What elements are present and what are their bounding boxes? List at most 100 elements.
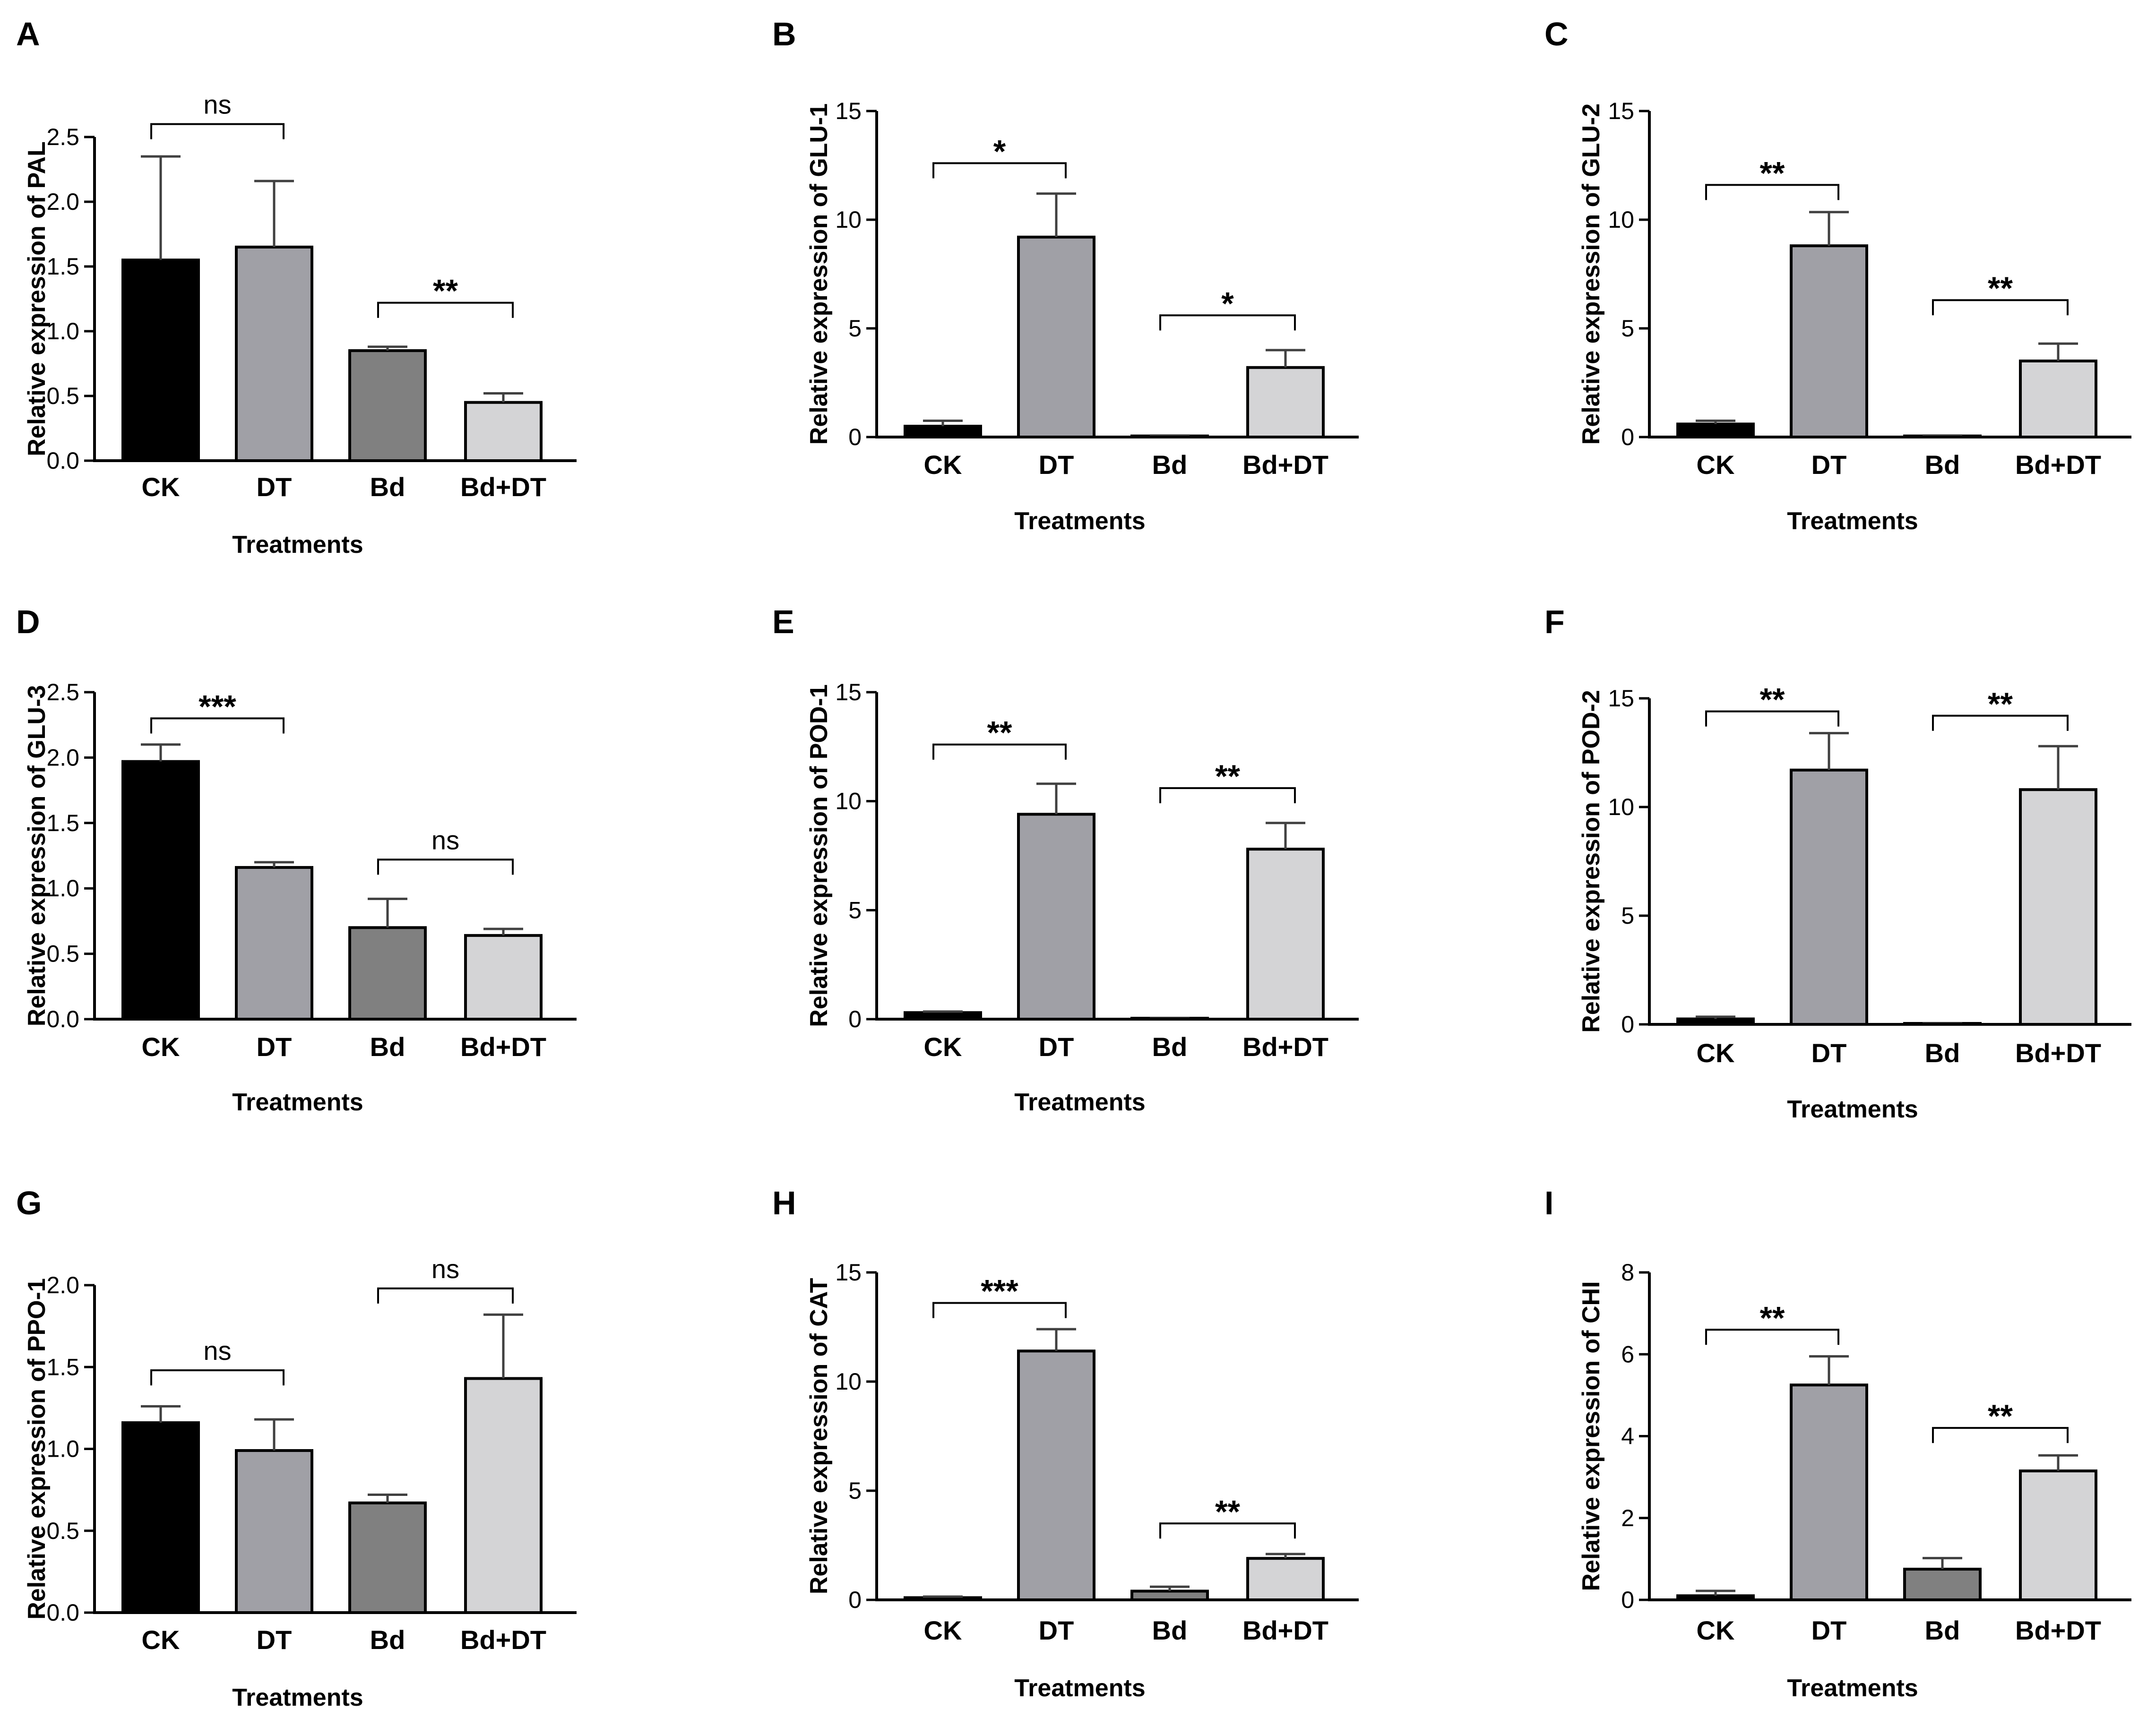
error-bar-a-bd xyxy=(368,345,407,351)
bar-b-ck xyxy=(904,425,982,438)
panel-d: D 0.0 0.5 1.0 1.5 2.0 2.5 CK DT Bd Bd+DT Treatments… xyxy=(16,603,577,1116)
y-tick-label-f: 10 xyxy=(1608,794,1634,820)
y-tick-label-a: 1.5 xyxy=(46,253,79,280)
significance-label-f: ** xyxy=(1760,682,1785,718)
y-tick-label-g: 1.0 xyxy=(46,1436,79,1462)
y-axis-title-h: Relative expression of CAT xyxy=(805,1278,833,1595)
significance-label-i: ** xyxy=(1760,1300,1785,1336)
category-label-a: DT xyxy=(257,472,292,502)
y-tick-label-h: 15 xyxy=(835,1259,862,1286)
y-tick-label-c: 10 xyxy=(1608,206,1634,233)
category-label-e: Bd+DT xyxy=(1242,1032,1328,1062)
y-tick-label-f: 5 xyxy=(1621,902,1634,929)
category-label-g: DT xyxy=(257,1625,292,1655)
y-tick-label-g: 2.0 xyxy=(46,1272,79,1298)
category-label-f: Bd xyxy=(1925,1038,1960,1068)
x-axis-title-c: Treatments xyxy=(1787,507,1918,535)
y-axis-title-a: Relative expression of PAL xyxy=(23,141,51,456)
y-tick-label-b: 10 xyxy=(835,206,862,233)
significance-label-h: *** xyxy=(981,1273,1018,1309)
y-tick-label-f: 0 xyxy=(1621,1011,1634,1038)
significance-bracket-g: ns xyxy=(377,1254,514,1304)
panel-f: F 0 5 10 15 CK DT Bd Bd+DT Treatments Relative exp… xyxy=(1544,603,2131,1123)
bar-i-bd xyxy=(1903,1568,1982,1601)
error-bar-f-bd-dt xyxy=(2038,745,2078,790)
significance-bracket-e: ** xyxy=(932,715,1067,760)
significance-label-f: ** xyxy=(1988,686,2013,722)
y-tick-label-e: 5 xyxy=(848,897,862,923)
category-label-i: Bd xyxy=(1925,1615,1960,1645)
y-tick-label-h: 5 xyxy=(848,1477,862,1504)
panel-h: H 0 5 10 15 CK DT Bd Bd+DT Treatments Relative exp… xyxy=(772,1185,1359,1702)
y-tick-label-a: 0.0 xyxy=(46,447,79,474)
category-label-a: Bd xyxy=(370,472,405,502)
error-bar-f-dt xyxy=(1809,732,1849,770)
significance-bracket-d: *** xyxy=(150,688,285,734)
y-axis-title-b: Relative expression of GLU-1 xyxy=(805,103,833,445)
error-bar-i-bd-dt xyxy=(2038,1454,2078,1471)
bar-g-bd xyxy=(348,1501,427,1614)
panel-letter-g: G xyxy=(16,1185,42,1221)
error-bar-g-dt xyxy=(254,1418,294,1451)
x-axis-title-i: Treatments xyxy=(1787,1675,1918,1702)
bar-e-bd-dt xyxy=(1246,848,1325,1021)
category-label-b: DT xyxy=(1039,450,1074,480)
category-label-d: Bd xyxy=(370,1032,405,1062)
bar-e-dt xyxy=(1017,813,1095,1021)
error-bar-i-dt xyxy=(1809,1355,1849,1385)
bar-f-dt xyxy=(1790,768,1868,1026)
y-tick-label-d: 2.5 xyxy=(46,679,79,705)
significance-label-e: ** xyxy=(1215,758,1240,794)
y-tick-label-g: 0.0 xyxy=(46,1599,79,1626)
panel-letter-a: A xyxy=(16,16,40,52)
error-bar-g-bd xyxy=(368,1494,407,1503)
error-bar-i-ck xyxy=(1696,1589,1735,1596)
bar-g-dt xyxy=(235,1449,313,1615)
significance-bracket-h: ** xyxy=(1159,1494,1296,1539)
significance-label-a: ns xyxy=(203,90,231,120)
y-axis-title-e: Relative expression of POD-1 xyxy=(805,684,833,1027)
y-axis-title-d: Relative expression of GLU-3 xyxy=(23,685,51,1026)
y-tick-label-a: 2.0 xyxy=(46,189,79,215)
category-label-b: Bd+DT xyxy=(1242,450,1328,480)
category-label-b: CK xyxy=(924,450,962,480)
category-label-i: DT xyxy=(1811,1615,1847,1645)
panel-a: A 0.0 0.5 1.0 1.5 2.0 2.5 CK DT Bd Bd+DT Treatments… xyxy=(16,16,577,558)
bar-c-bd-dt xyxy=(2019,360,2097,438)
x-axis-title-b: Treatments xyxy=(1014,507,1145,535)
error-bar-h-dt xyxy=(1036,1328,1076,1351)
bar-i-dt xyxy=(1790,1383,1868,1601)
y-tick-label-a: 1.0 xyxy=(46,318,79,344)
error-bar-b-bd-dt xyxy=(1266,349,1305,368)
panel-g: G 0.0 0.5 1.0 1.5 2.0 CK DT Bd Bd+DT Treatments Rel… xyxy=(16,1185,577,1709)
category-label-i: CK xyxy=(1697,1615,1735,1645)
y-tick-label-a: 2.5 xyxy=(46,124,79,150)
significance-bracket-h: *** xyxy=(932,1273,1067,1318)
error-bar-c-dt xyxy=(1809,211,1849,246)
y-tick-label-b: 15 xyxy=(835,98,862,124)
y-axis-title-i: Relative expression of CHI xyxy=(1578,1281,1605,1591)
y-tick-label-h: 0 xyxy=(848,1587,862,1613)
significance-label-i: ** xyxy=(1988,1398,2013,1434)
category-label-d: Bd+DT xyxy=(460,1032,546,1062)
category-label-i: Bd+DT xyxy=(2015,1615,2101,1645)
y-tick-label-i: 0 xyxy=(1621,1587,1634,1613)
category-label-c: CK xyxy=(1697,450,1735,480)
error-bar-h-bd xyxy=(1150,1585,1190,1591)
x-axis-title-h: Treatments xyxy=(1014,1675,1145,1702)
panel-i: I 0 2 4 6 8 CK DT Bd Bd+DT Treatments Relative expr… xyxy=(1544,1185,2131,1702)
error-bar-b-dt xyxy=(1036,192,1076,237)
significance-bracket-c: ** xyxy=(1705,155,1839,200)
x-axis-title-a: Treatments xyxy=(232,531,363,558)
bar-i-bd-dt xyxy=(2019,1469,2097,1602)
bar-g-ck xyxy=(121,1421,200,1615)
panel-letter-e: E xyxy=(772,603,794,640)
error-bar-b-ck xyxy=(923,420,963,426)
category-label-e: CK xyxy=(924,1032,962,1062)
x-axis-title-f: Treatments xyxy=(1787,1096,1918,1123)
significance-bracket-c: ** xyxy=(1932,270,2069,316)
error-bar-c-ck xyxy=(1696,420,1735,424)
panel-c: C 0 5 10 15 CK DT Bd Bd+DT Treatments Relative exp… xyxy=(1544,16,2131,535)
error-bar-a-bd-dt xyxy=(483,392,523,403)
bar-a-bd-dt xyxy=(464,401,543,463)
